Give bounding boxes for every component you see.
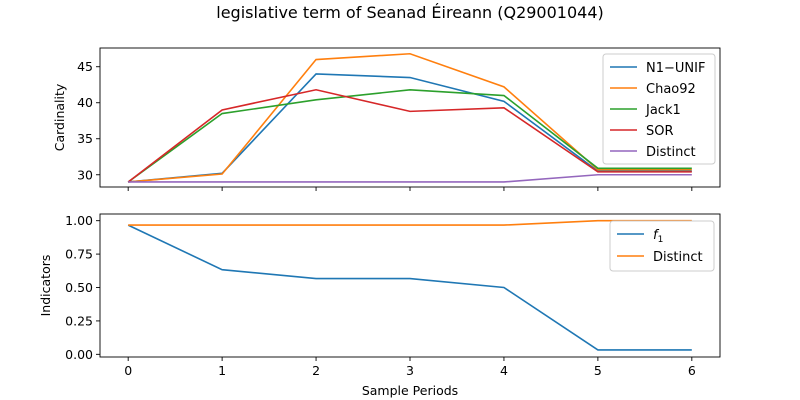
series-line-1-3 xyxy=(127,88,692,183)
legend-label-1-5: Distinct xyxy=(646,145,696,160)
x-tick-label-1: 0 xyxy=(124,363,132,378)
y-tick-label-2-3: 0.50 xyxy=(65,280,93,295)
legend-label-1-1: N1−UNIF xyxy=(646,61,705,76)
x-tick-label-7: 6 xyxy=(688,363,696,378)
series-line-1-4 xyxy=(127,88,692,183)
series-line-2-2 xyxy=(128,219,692,226)
figure-title: legislative term of Seanad Éireann (Q290… xyxy=(216,3,604,22)
y-tick-label-2-2: 0.25 xyxy=(65,313,93,328)
x-tick-label-4: 3 xyxy=(406,363,414,378)
legend-1: N1−UNIF Chao92 Jack1 SOR Distinct xyxy=(602,53,716,165)
y-tick-label-1-3: 40 xyxy=(77,95,93,110)
y-tick-label-2-5: 1.00 xyxy=(65,213,93,228)
y-tick-label-1-1: 30 xyxy=(77,167,93,182)
y-tick-label-2-1: 0.00 xyxy=(65,347,93,362)
y-axis-label-1: Cardinality xyxy=(52,83,67,151)
series-line-1-2 xyxy=(128,52,692,183)
subplot-1: 30 35 40 45 Cardinality N1−UNIF Chao92 Jack1 SOR… xyxy=(52,47,721,191)
legend-label-2-1: f1 xyxy=(653,228,663,245)
legend-label-1-3: Jack1 xyxy=(645,103,681,118)
x-tick-label-2: 1 xyxy=(218,363,226,378)
legend-label-2-2: Distinct xyxy=(653,250,703,265)
series-line-1-5 xyxy=(128,173,692,183)
y-axis-label-2: Indicators xyxy=(38,255,53,317)
x-tick-label-3: 2 xyxy=(312,363,320,378)
x-tick-label-5: 4 xyxy=(500,363,508,378)
subplot-2: 0.00 0.25 0.50 0.75 1.00 0 1 2 3 4 5 6 Indicators f1 D… xyxy=(38,213,721,378)
x-tick-label-6: 5 xyxy=(594,363,602,378)
legend-box-1 xyxy=(602,53,716,165)
series-line-2-1 xyxy=(127,224,692,351)
legend-label-1-4: SOR xyxy=(646,124,674,139)
y-tick-label-2-4: 0.75 xyxy=(65,247,93,262)
legend-label-1-2: Chao92 xyxy=(646,82,696,97)
legend-2: f1 Distinct xyxy=(609,220,715,272)
y-tick-label-1-4: 45 xyxy=(77,59,93,74)
y-tick-label-1-2: 35 xyxy=(77,131,93,146)
x-axis-label: Sample Periods xyxy=(362,383,458,398)
